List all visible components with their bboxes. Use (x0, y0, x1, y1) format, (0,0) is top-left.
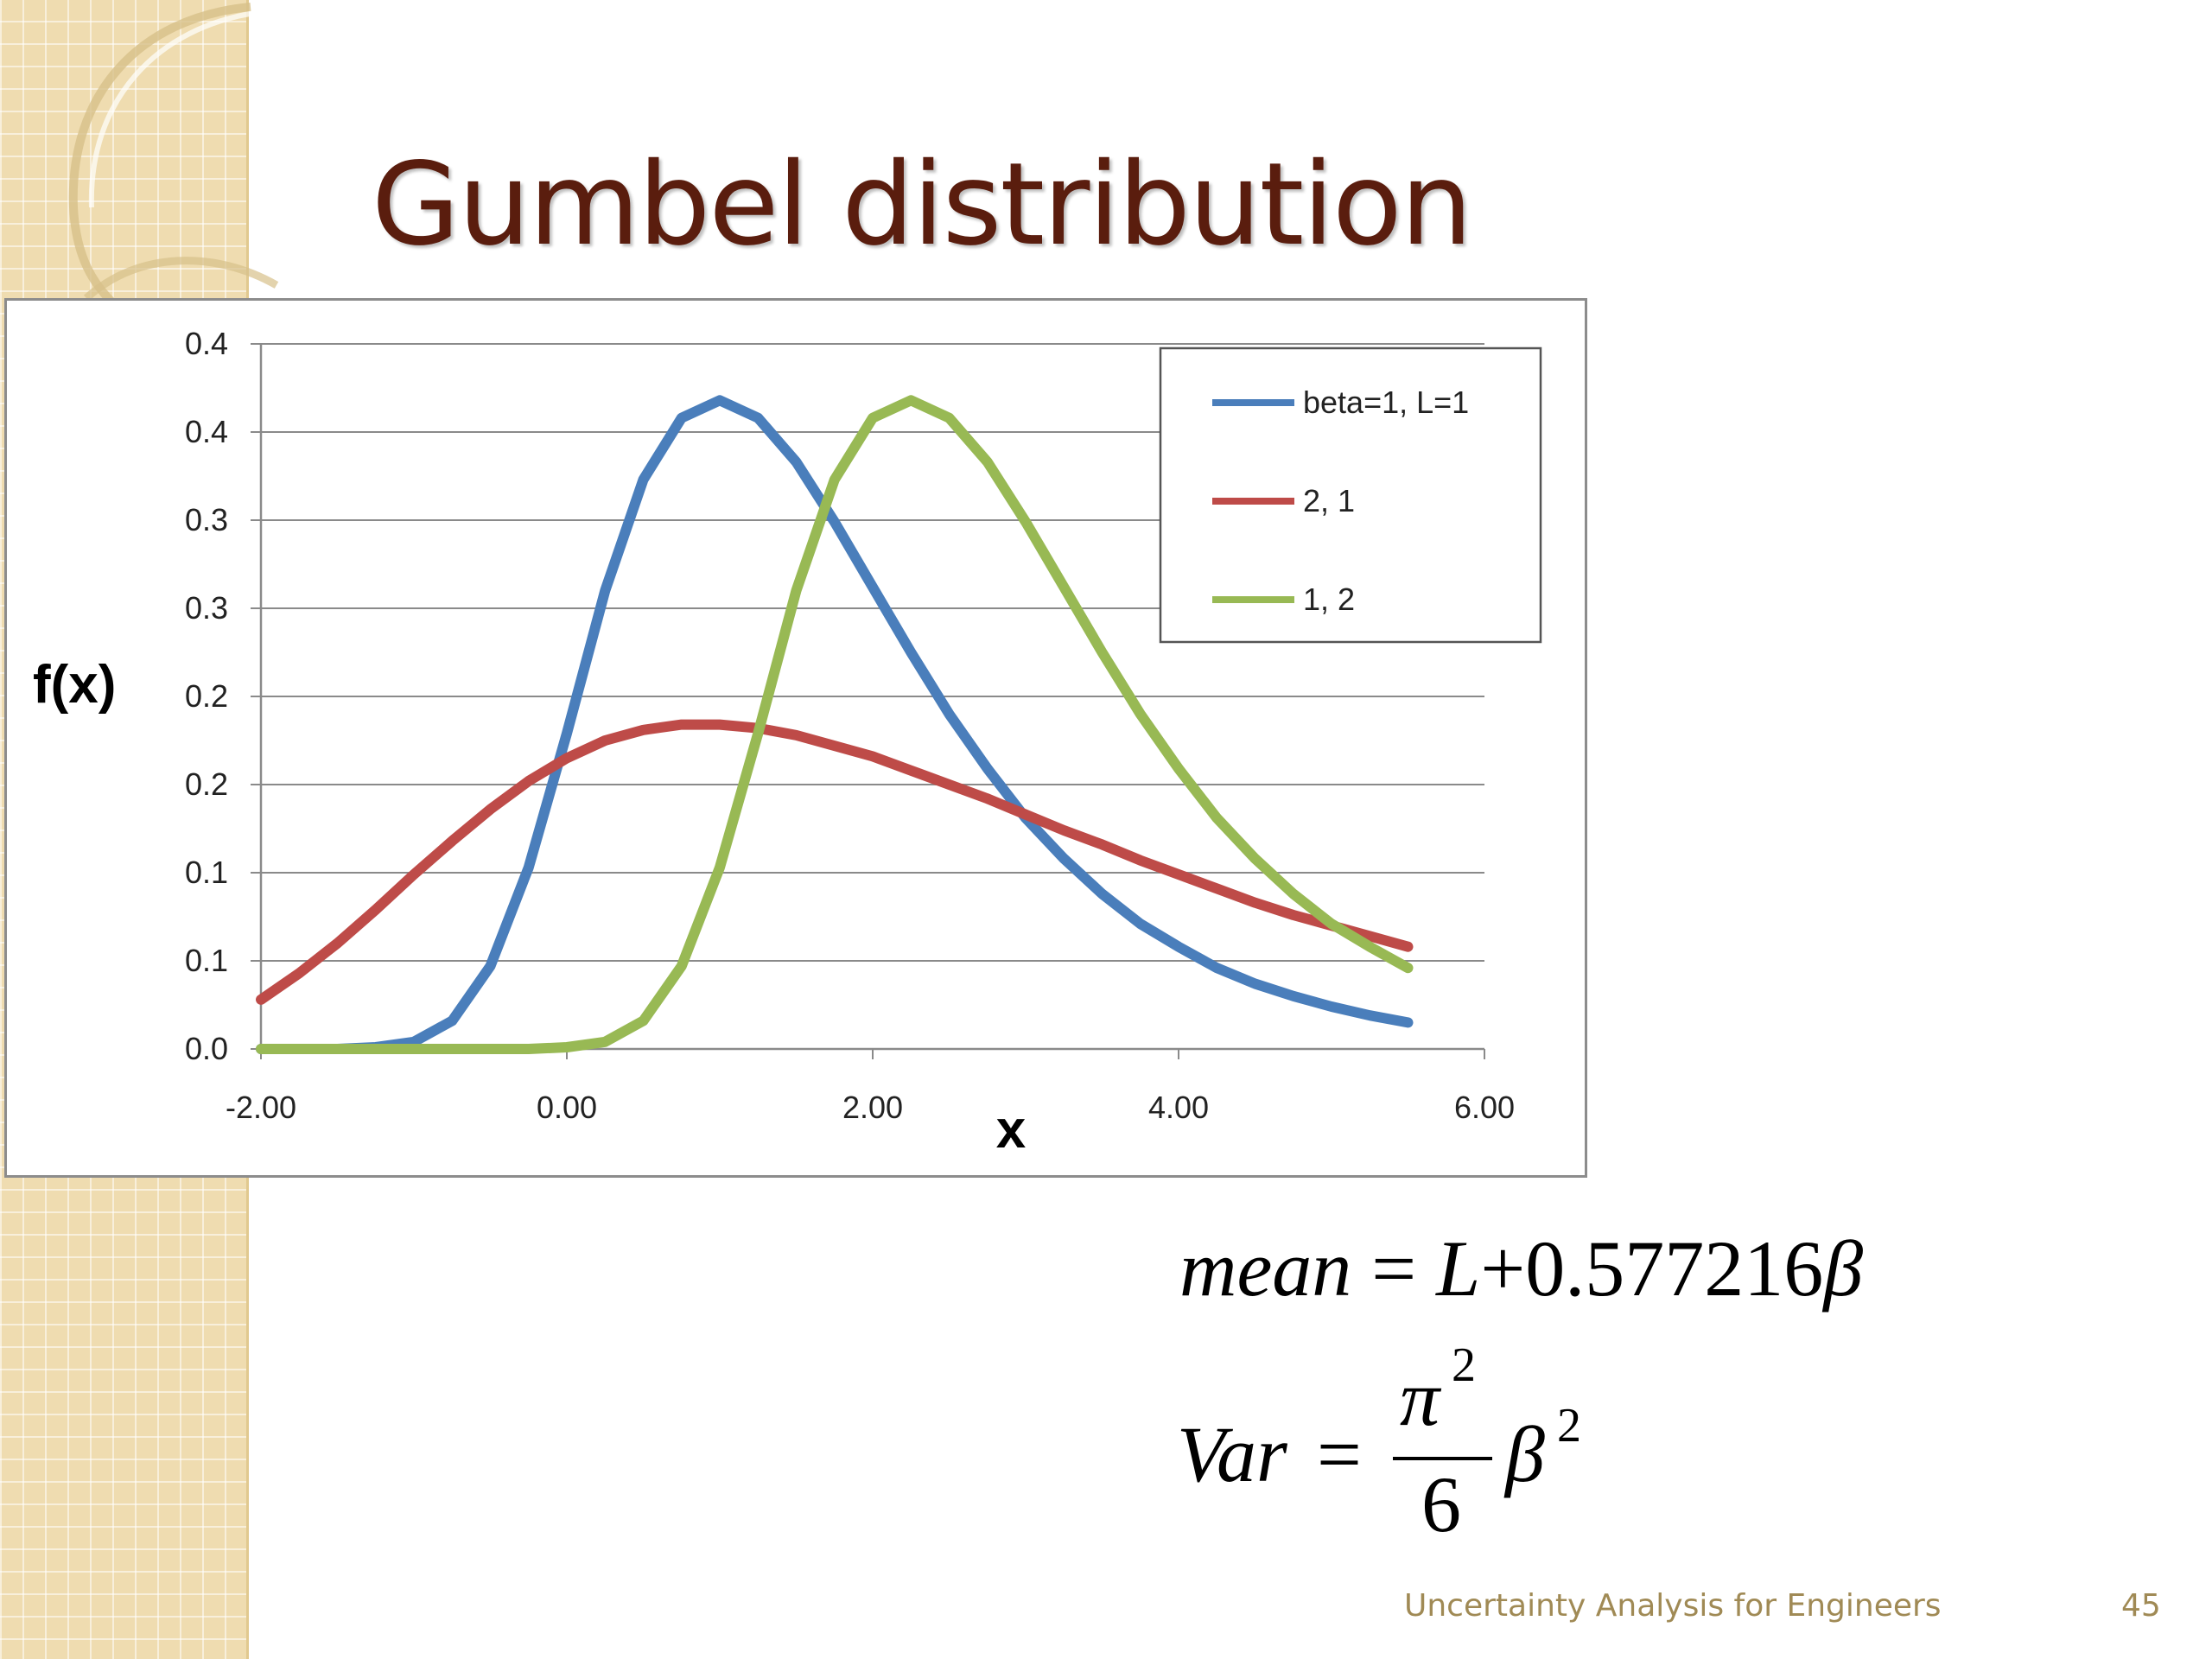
legend-label-2: 2, 1 (1303, 483, 1355, 518)
series-line-3 (256, 395, 1414, 1054)
x-tick-label: 4.00 (1148, 1090, 1209, 1125)
x-axis-title: x (996, 1100, 1027, 1160)
legend-label-3: 1, 2 (1303, 582, 1355, 617)
var-beta: β (1505, 1410, 1545, 1498)
y-tick-label: 0.1 (185, 855, 228, 890)
y-tick-label: 0.3 (185, 502, 228, 537)
x-tick-label: 2.00 (842, 1090, 903, 1125)
y-tick-label: 0.2 (185, 766, 228, 802)
fraction-bar (1393, 1457, 1492, 1460)
mean-constant: 0.577216 (1525, 1224, 1824, 1313)
y-tick-label: 0.4 (185, 326, 228, 361)
series-lines (256, 395, 1414, 1054)
chart-panel: 0.0 0.1 0.1 0.2 0.2 0.3 0.3 0.4 0.4 -2.00 0.00 2.00… (4, 298, 1587, 1178)
var-equals: = (1317, 1410, 1362, 1498)
legend-label-1: beta=1, L=1 (1303, 385, 1469, 420)
mean-lhs: mean (1179, 1224, 1352, 1313)
var-numerator-exponent: 2 (1452, 1338, 1476, 1392)
series-line-2 (256, 719, 1414, 1005)
footer-page-number: 45 (2121, 1588, 2161, 1624)
var-beta-exponent: 2 (1557, 1399, 1581, 1452)
x-tick-label: -2.00 (226, 1090, 296, 1125)
x-tick-label: 6.00 (1454, 1090, 1515, 1125)
var-lhs: Var (1177, 1410, 1287, 1498)
y-tick-label: 0.0 (185, 1031, 228, 1066)
y-tick-label: 0.2 (185, 678, 228, 714)
x-tick-label: 0.00 (537, 1090, 597, 1125)
var-denominator: 6 (1421, 1460, 1461, 1548)
var-numerator: π (1400, 1354, 1440, 1442)
y-tick-label: 0.3 (185, 590, 228, 626)
legend: beta=1, L=1 2, 1 1, 2 (1159, 346, 1542, 644)
y-tick-label: 0.1 (185, 943, 228, 978)
mean-equals: = (1371, 1224, 1417, 1313)
decorative-swirl (68, 3, 279, 306)
series-line-1 (256, 395, 1414, 1054)
mean-beta: β (1823, 1224, 1864, 1313)
variance-formula: Var = π 2 6 β 2 (1177, 1338, 1626, 1564)
slide-title: Gumbel distribution (372, 138, 1472, 271)
footer-course-name: Uncertainty Analysis for Engineers (1404, 1588, 1942, 1624)
gumbel-chart: 0.0 0.1 0.1 0.2 0.2 0.3 0.3 0.4 0.4 -2.00 0.00 2.00… (33, 326, 1542, 1160)
y-axis-title: f(x) (33, 655, 116, 715)
axes: 0.0 0.1 0.1 0.2 0.2 0.3 0.3 0.4 0.4 -2.00 0.00 2.00… (185, 326, 1515, 1125)
y-tick-label: 0.4 (185, 414, 228, 449)
mean-plus: + (1480, 1224, 1526, 1313)
legend-box (1159, 346, 1542, 644)
mean-l: L (1436, 1224, 1481, 1313)
mean-formula: mean = L+0.577216β (1179, 1223, 1863, 1314)
